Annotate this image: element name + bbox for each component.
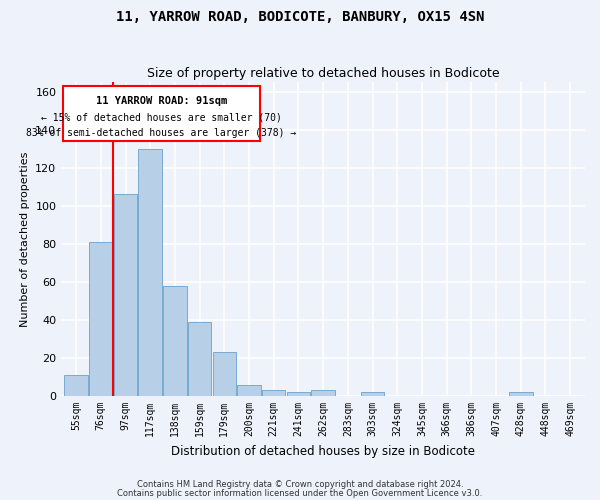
Bar — [114, 194, 137, 396]
Text: 11 YARROW ROAD: 91sqm: 11 YARROW ROAD: 91sqm — [96, 96, 227, 106]
Bar — [188, 322, 211, 396]
Text: 83% of semi-detached houses are larger (378) →: 83% of semi-detached houses are larger (… — [26, 128, 296, 138]
Bar — [287, 392, 310, 396]
Text: Contains public sector information licensed under the Open Government Licence v3: Contains public sector information licen… — [118, 488, 482, 498]
Y-axis label: Number of detached properties: Number of detached properties — [20, 152, 30, 326]
FancyBboxPatch shape — [62, 86, 260, 141]
Bar — [212, 352, 236, 396]
Text: 11, YARROW ROAD, BODICOTE, BANBURY, OX15 4SN: 11, YARROW ROAD, BODICOTE, BANBURY, OX15… — [116, 10, 484, 24]
Bar — [361, 392, 384, 396]
Bar — [238, 384, 261, 396]
Bar — [163, 286, 187, 396]
Text: ← 15% of detached houses are smaller (70): ← 15% of detached houses are smaller (70… — [41, 112, 282, 122]
Bar — [509, 392, 533, 396]
Bar — [311, 390, 335, 396]
Bar — [64, 375, 88, 396]
Bar — [89, 242, 113, 396]
Title: Size of property relative to detached houses in Bodicote: Size of property relative to detached ho… — [147, 66, 499, 80]
Text: Contains HM Land Registry data © Crown copyright and database right 2024.: Contains HM Land Registry data © Crown c… — [137, 480, 463, 489]
Bar — [262, 390, 286, 396]
X-axis label: Distribution of detached houses by size in Bodicote: Distribution of detached houses by size … — [171, 444, 475, 458]
Bar — [139, 148, 162, 396]
